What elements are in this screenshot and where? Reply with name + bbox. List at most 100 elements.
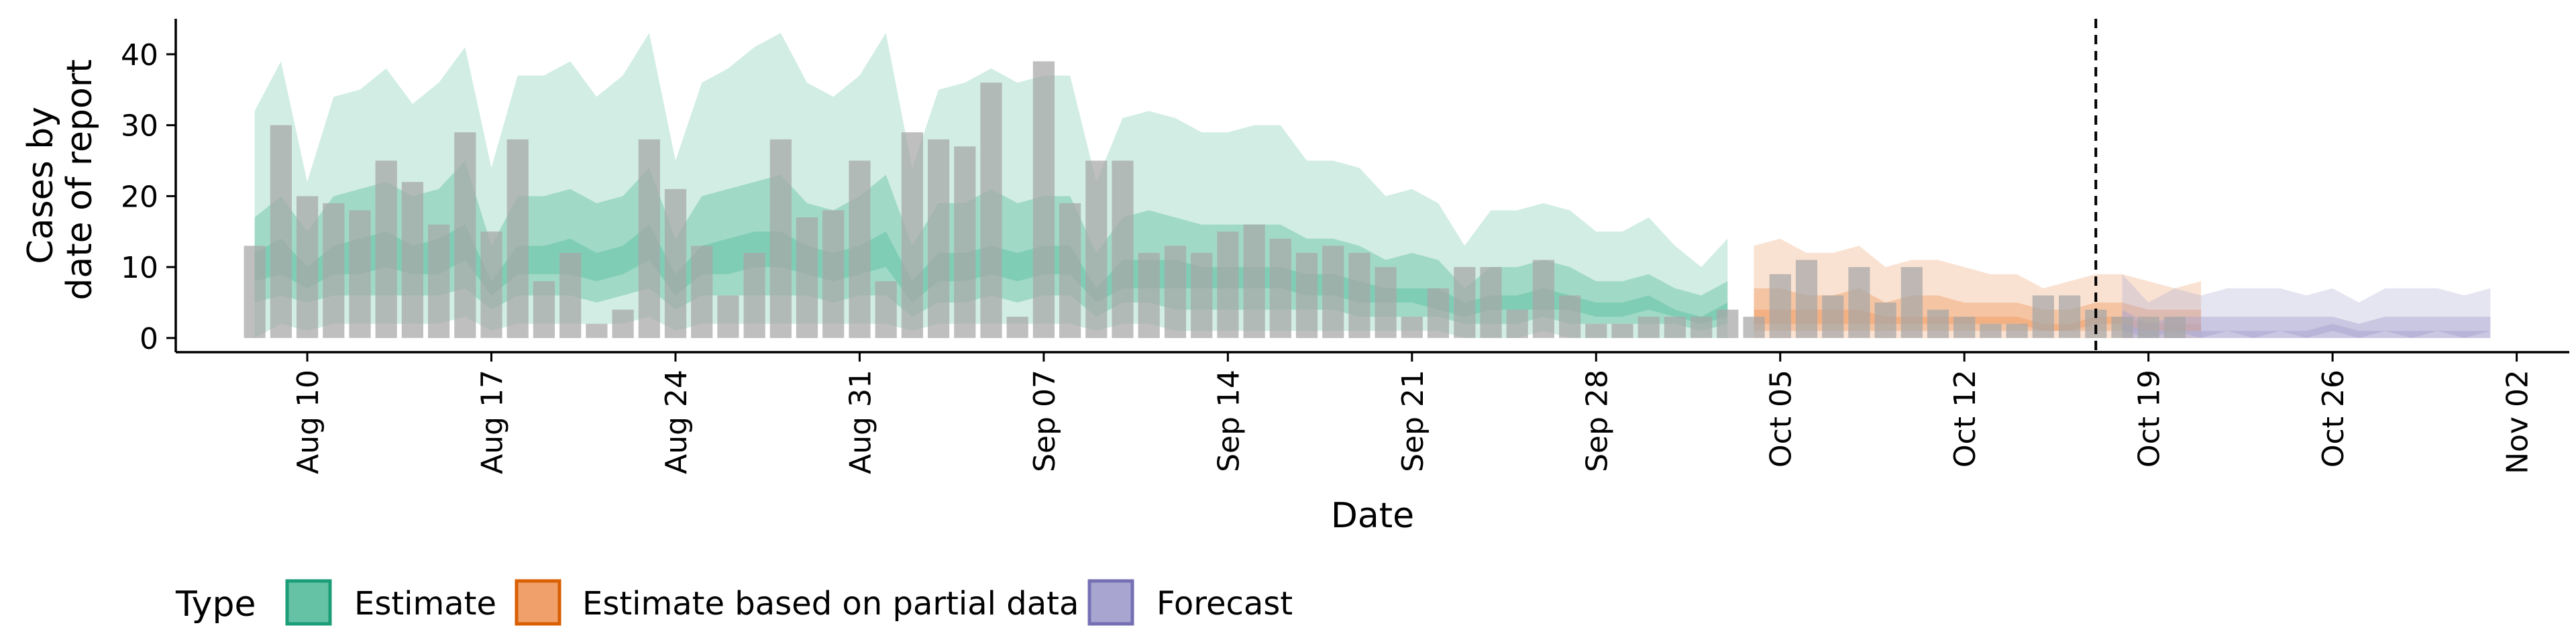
case-bar	[1717, 309, 1739, 338]
y-axis-title: Cases by date of report	[21, 59, 100, 300]
y-tick-label: 0	[140, 322, 158, 356]
y-tick-label: 30	[121, 109, 158, 144]
x-tick-label: Sep 07	[1028, 370, 1062, 472]
case-bar	[1927, 309, 1949, 338]
legend-key-forecast	[1087, 579, 1134, 626]
x-tick-label: Aug 10	[291, 370, 325, 474]
legend-label-estimate: Estimate	[354, 585, 496, 623]
case-bar	[244, 246, 266, 338]
y-tick-label: 10	[121, 251, 158, 285]
case-bar	[533, 281, 555, 338]
case-bar	[822, 210, 845, 338]
case-bar	[1085, 160, 1108, 338]
case-bar	[1427, 288, 1450, 338]
case-bar	[1269, 238, 1291, 338]
case-bar	[1559, 295, 1581, 338]
case-bar	[638, 139, 660, 338]
case-bar	[2032, 295, 2054, 338]
x-tick-label: Oct 12	[1948, 370, 1982, 468]
case-bar	[928, 139, 950, 338]
case-bar	[428, 224, 450, 338]
case-bar	[1900, 267, 1923, 338]
case-bar	[1638, 317, 1660, 338]
x-tick-label: Aug 17	[476, 370, 510, 474]
case-bar	[1532, 260, 1554, 338]
case-bar	[1375, 267, 1397, 338]
case-bar	[1611, 323, 1633, 338]
case-bar	[454, 132, 476, 338]
case-bar	[1769, 274, 1791, 338]
case-bar	[1348, 253, 1371, 338]
case-bar	[1059, 203, 1081, 338]
case-bar	[1506, 309, 1528, 338]
y-tick-label: 20	[121, 180, 158, 214]
case-bar	[401, 182, 423, 338]
x-axis-ticks: Aug 10 Aug 17 Aug 24 Aug 31 Sep 07 Sep 14 Sep …	[291, 352, 2535, 474]
case-bar	[769, 139, 792, 338]
case-bar	[1191, 253, 1213, 338]
case-bar	[875, 281, 897, 338]
case-bar	[1217, 231, 1239, 338]
case-bar	[1953, 317, 1976, 338]
case-bar	[2111, 317, 2133, 338]
case-bar	[1690, 317, 1713, 338]
case-bar	[743, 253, 765, 338]
case-bar	[1401, 317, 1423, 338]
case-bar	[1874, 303, 1896, 338]
case-bar	[1322, 246, 1344, 338]
case-bar	[480, 231, 502, 338]
case-bar	[349, 210, 371, 338]
case-bar	[1743, 317, 1765, 338]
legend-key-partial	[515, 579, 561, 626]
x-tick-label: Aug 24	[659, 370, 694, 474]
case-bar	[954, 146, 976, 338]
legend-key-estimate	[285, 579, 332, 626]
case-bar	[1295, 253, 1318, 338]
case-bar	[980, 83, 1002, 338]
case-bar	[323, 203, 345, 338]
x-tick-label: Nov 02	[2501, 370, 2535, 474]
band-forecast-20	[2122, 323, 2491, 338]
x-tick-label: Aug 31	[843, 370, 877, 474]
x-axis-title: Date	[1331, 496, 1414, 536]
legend-label-forecast: Forecast	[1157, 585, 1293, 623]
case-bar	[612, 309, 634, 338]
case-bar	[2163, 317, 2186, 338]
case-bar	[1032, 61, 1055, 338]
case-bar	[506, 139, 529, 338]
x-tick-label: Sep 14	[1212, 370, 1246, 472]
legend: Type Estimate Estimate based on partial …	[175, 579, 1293, 626]
case-bar	[2059, 295, 2081, 338]
x-tick-label: Sep 28	[1580, 370, 1614, 472]
case-bar	[1822, 295, 1844, 338]
y-axis-title-line-1: Cases by	[21, 107, 61, 264]
case-bar	[849, 160, 871, 338]
case-bar	[1795, 260, 1818, 338]
x-tick-label: Oct 19	[2133, 370, 2167, 468]
case-bar	[717, 295, 739, 338]
legend-label-partial: Estimate based on partial data	[582, 585, 1079, 623]
x-tick-label: Oct 05	[1764, 370, 1799, 468]
case-bar	[1585, 323, 1607, 338]
y-axis-ticks: 0 10 20 30 40	[121, 38, 176, 356]
case-bar	[586, 323, 608, 338]
case-bar	[1006, 317, 1028, 338]
case-bar	[2006, 323, 2028, 338]
case-bar	[1164, 246, 1187, 338]
estimate-bands	[254, 33, 2491, 338]
case-bar	[1664, 317, 1686, 338]
case-bar	[1454, 267, 1476, 338]
reported-case-bars	[244, 61, 2186, 338]
case-bar	[691, 246, 713, 338]
case-bar	[1243, 224, 1265, 338]
case-bar	[796, 217, 818, 338]
case-bar	[1480, 267, 1502, 338]
case-bar	[1848, 267, 1870, 338]
x-tick-label: Sep 21	[1396, 370, 1430, 472]
axes	[174, 19, 2569, 354]
legend-title: Type	[175, 584, 256, 625]
case-bar	[1138, 253, 1160, 338]
case-bar	[901, 132, 923, 338]
band-forecast-90	[2122, 274, 2491, 338]
